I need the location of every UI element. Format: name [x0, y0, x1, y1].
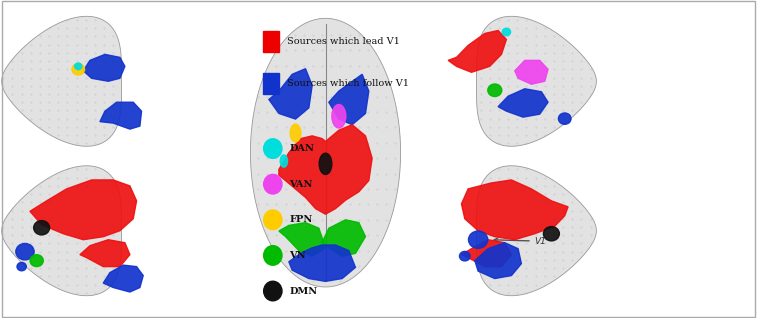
Polygon shape [329, 74, 369, 125]
Circle shape [544, 226, 559, 241]
Circle shape [72, 64, 85, 75]
Circle shape [263, 281, 282, 301]
Polygon shape [30, 180, 136, 240]
Text: VN: VN [289, 251, 306, 260]
Circle shape [263, 174, 282, 194]
Circle shape [503, 28, 510, 36]
Circle shape [33, 221, 50, 235]
Text: Sources which lead V1: Sources which lead V1 [287, 37, 400, 45]
Circle shape [319, 153, 332, 175]
Polygon shape [475, 243, 522, 279]
Polygon shape [462, 180, 568, 240]
PathPatch shape [251, 18, 400, 287]
PathPatch shape [476, 16, 597, 146]
Circle shape [488, 84, 502, 97]
Polygon shape [80, 240, 130, 266]
Polygon shape [462, 240, 512, 266]
Polygon shape [279, 223, 326, 256]
Circle shape [17, 262, 26, 271]
Polygon shape [100, 102, 142, 129]
Polygon shape [103, 265, 143, 292]
Circle shape [263, 245, 282, 265]
Circle shape [459, 251, 470, 261]
Polygon shape [448, 31, 506, 72]
Circle shape [30, 255, 43, 266]
Circle shape [263, 210, 282, 230]
Circle shape [332, 105, 346, 128]
PathPatch shape [476, 166, 597, 296]
Text: Sources which follow V1: Sources which follow V1 [287, 79, 409, 87]
Polygon shape [289, 245, 356, 281]
Polygon shape [83, 54, 125, 81]
Text: DAN: DAN [289, 144, 314, 153]
Bar [263, 31, 279, 52]
Bar [263, 73, 279, 93]
Text: FPN: FPN [289, 215, 313, 224]
Circle shape [75, 63, 82, 70]
Polygon shape [269, 69, 312, 119]
Polygon shape [498, 89, 548, 117]
PathPatch shape [2, 16, 122, 146]
Text: DMN: DMN [289, 287, 318, 295]
Circle shape [280, 155, 288, 167]
Circle shape [16, 244, 34, 260]
Text: V1: V1 [494, 237, 547, 246]
PathPatch shape [2, 166, 122, 296]
Polygon shape [279, 125, 372, 214]
Text: VAN: VAN [289, 180, 313, 189]
Circle shape [263, 139, 282, 158]
Circle shape [290, 124, 301, 142]
Circle shape [559, 113, 571, 124]
Polygon shape [322, 220, 366, 256]
Circle shape [469, 231, 488, 248]
Polygon shape [515, 60, 548, 84]
